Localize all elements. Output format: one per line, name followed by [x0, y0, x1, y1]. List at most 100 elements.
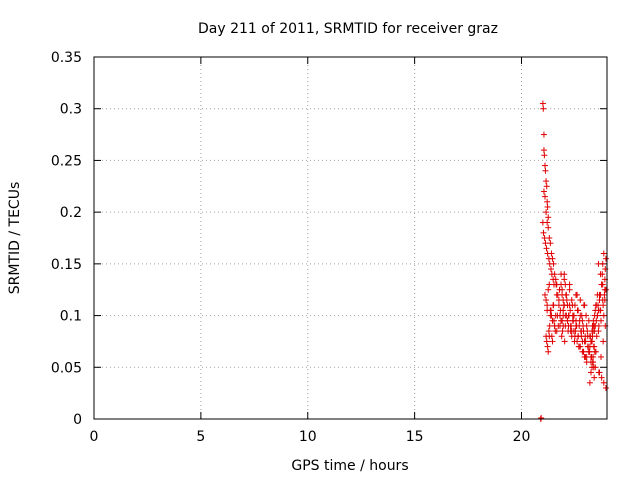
data-point	[595, 369, 602, 376]
data-point	[540, 188, 547, 195]
data-point	[560, 307, 567, 314]
data-point	[589, 359, 596, 366]
data-point	[590, 322, 597, 329]
data-point	[546, 333, 553, 340]
x-tick-label: 0	[90, 429, 99, 445]
data-point	[538, 414, 545, 421]
data-point	[562, 281, 569, 288]
data-point	[558, 317, 565, 324]
data-point	[551, 271, 558, 278]
data-point	[545, 224, 552, 231]
data-point	[584, 343, 591, 350]
data-point	[577, 343, 584, 350]
data-point	[540, 229, 547, 236]
data-point	[590, 317, 597, 324]
data-point	[561, 338, 568, 345]
data-point	[543, 245, 550, 252]
y-tick-label: 0	[73, 412, 82, 428]
data-point	[602, 255, 609, 262]
data-point	[541, 152, 548, 159]
data-point	[542, 291, 549, 298]
data-point	[561, 302, 568, 309]
y-tick-label: 0.25	[51, 153, 82, 169]
data-point	[573, 322, 580, 329]
data-point	[600, 379, 607, 386]
data-point	[547, 312, 554, 319]
data-point	[591, 312, 598, 319]
data-point	[542, 162, 549, 169]
data-point	[568, 328, 575, 335]
data-point	[569, 317, 576, 324]
data-point	[544, 198, 551, 205]
data-point	[591, 343, 598, 350]
data-point	[542, 167, 549, 174]
data-point	[591, 348, 598, 355]
data-point	[559, 291, 566, 298]
data-point	[574, 338, 581, 345]
data-point	[564, 317, 571, 324]
data-point	[575, 333, 582, 340]
y-tick-label: 0.35	[51, 50, 82, 66]
y-tick-labels: 0 0.05 0.1 0.15 0.2 0.25 0.3 0.35	[51, 50, 82, 428]
data-point	[549, 338, 556, 345]
data-point	[577, 297, 584, 304]
y-tick-label: 0.05	[51, 360, 82, 376]
data-point	[592, 307, 599, 314]
x-tick-label: 5	[196, 429, 205, 445]
data-point	[583, 322, 590, 329]
data-point	[581, 302, 588, 309]
data-point	[600, 312, 607, 319]
data-point	[560, 297, 567, 304]
axis-ticks	[93, 56, 607, 420]
data-point	[540, 131, 547, 138]
data-point	[543, 297, 550, 304]
data-point	[547, 240, 554, 247]
chart-title: Day 211 of 2011, SRMTID for receiver gra…	[198, 21, 498, 37]
data-point	[543, 178, 550, 185]
data-point	[545, 214, 552, 221]
data-point	[570, 312, 577, 319]
data-point	[574, 291, 581, 298]
data-point	[568, 297, 575, 304]
data-point	[595, 328, 602, 335]
data-point	[595, 260, 602, 267]
data-point	[562, 312, 569, 319]
data-point	[545, 328, 552, 335]
x-axis-title: GPS time / hours	[291, 458, 408, 474]
data-point	[583, 312, 590, 319]
data-point	[543, 209, 550, 216]
y-tick-label: 0.3	[60, 102, 82, 118]
data-point	[565, 322, 572, 329]
x-tick-label: 15	[406, 429, 424, 445]
data-point	[597, 307, 604, 314]
data-point	[589, 333, 596, 340]
data-point	[556, 322, 563, 329]
data-point	[579, 317, 586, 324]
data-point	[580, 348, 587, 355]
data-point	[571, 302, 578, 309]
data-point	[549, 255, 556, 262]
data-point	[598, 374, 605, 381]
data-point	[539, 100, 546, 107]
data-point	[567, 307, 574, 314]
data-points	[537, 100, 609, 422]
x-tick-labels: 0 5 10 15 20	[90, 429, 531, 445]
data-point	[543, 338, 550, 345]
data-point	[545, 286, 552, 293]
data-point	[552, 276, 559, 283]
data-point	[540, 105, 547, 112]
data-point	[550, 302, 557, 309]
data-point	[545, 348, 552, 355]
data-point	[542, 193, 549, 200]
data-point	[546, 281, 553, 288]
data-point	[547, 266, 554, 273]
data-point	[544, 219, 551, 226]
data-point	[590, 364, 597, 371]
data-point	[578, 328, 585, 335]
data-point	[558, 271, 565, 278]
data-point	[566, 286, 573, 293]
data-point	[602, 384, 609, 391]
data-point	[544, 343, 551, 350]
data-point	[587, 369, 594, 376]
data-point	[589, 328, 596, 335]
